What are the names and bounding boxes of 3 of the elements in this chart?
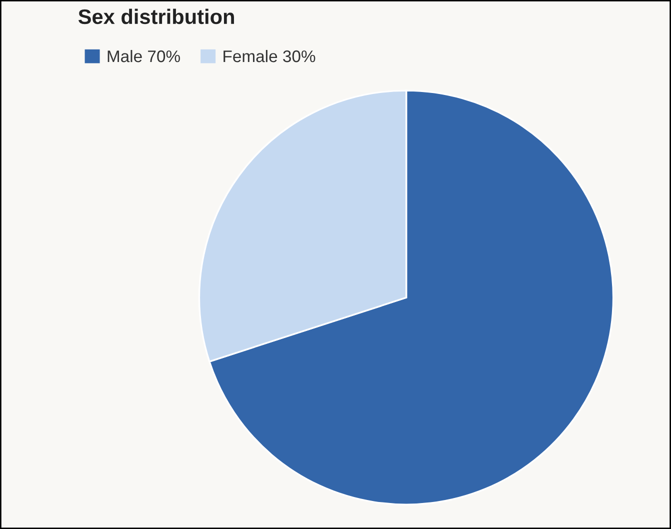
chart-title: Sex distribution xyxy=(78,8,234,24)
legend-label: Male 70% xyxy=(108,50,180,62)
legend-label: Female 30% xyxy=(224,50,316,62)
